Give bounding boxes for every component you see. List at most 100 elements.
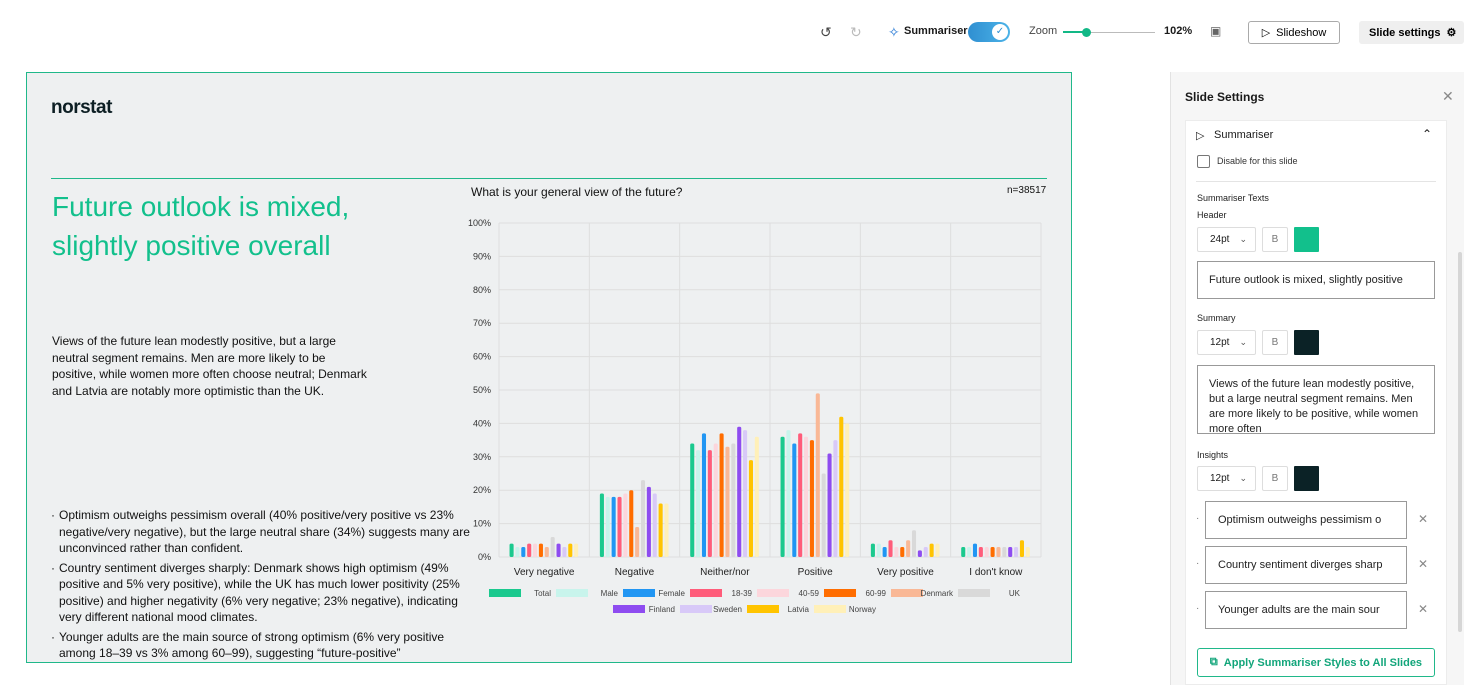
redo-icon[interactable]: ↻ [850, 24, 862, 40]
bar [809, 440, 814, 557]
bar [754, 436, 759, 557]
slide-headline: Future outlook is mixed, slightly positi… [52, 191, 350, 261]
chart-sample-size: n=38517 [1007, 185, 1047, 196]
chevron-down-icon: ⌄ [1239, 234, 1247, 244]
y-tick-label: 60% [473, 352, 491, 362]
bar [544, 546, 549, 557]
apply-styles-button[interactable]: ⧉ Apply Summariser Styles to All Slides [1197, 648, 1435, 677]
slide-settings-panel: Slide Settings ✕ ▷ Summariser ⌃ Disable … [1170, 72, 1464, 685]
bar [984, 546, 989, 557]
close-icon[interactable]: ✕ [1442, 88, 1454, 104]
bar [533, 543, 538, 557]
insight-input[interactable]: Younger adults are the main sour [1205, 591, 1407, 629]
slideshow-label: Slideshow [1276, 26, 1327, 39]
drag-handle-icon[interactable]: · [1196, 603, 1200, 614]
bar [804, 436, 809, 557]
bar [917, 550, 922, 557]
zoom-slider-fill [1063, 31, 1087, 33]
legend-label: Sweden [713, 605, 742, 614]
summary-size-select[interactable]: 12pt ⌄ [1197, 330, 1256, 355]
summary-bold-button[interactable]: B [1262, 330, 1288, 355]
insight-input[interactable]: Optimism outweighs pessimism o [1205, 501, 1407, 539]
legend-swatch [623, 589, 655, 597]
legend-swatch [690, 589, 722, 597]
bar [1025, 546, 1030, 557]
summariser-section-label[interactable]: Summariser [1214, 129, 1274, 141]
panel-title: Slide Settings [1185, 90, 1265, 104]
bar [599, 493, 604, 557]
insights-label: Insights [1197, 450, 1229, 460]
summariser-toggle[interactable]: ✓ [968, 22, 1010, 42]
summary-size-value: 12pt [1210, 337, 1230, 348]
insights-bold-button[interactable]: B [1262, 466, 1288, 491]
summary-color-swatch[interactable] [1294, 330, 1319, 355]
header-bold-button[interactable]: B [1262, 227, 1288, 252]
bar [967, 546, 972, 557]
bar [1008, 546, 1013, 557]
bar [652, 493, 657, 557]
header-text-input[interactable]: Future outlook is mixed, slightly positi… [1197, 261, 1435, 299]
bar [978, 546, 983, 557]
bar [640, 480, 646, 557]
bar [935, 543, 940, 557]
slideshow-button[interactable]: ▷ Slideshow [1248, 21, 1340, 44]
bar [792, 443, 797, 557]
drag-handle-icon[interactable]: · [1196, 558, 1200, 569]
insights-color-swatch[interactable] [1294, 466, 1319, 491]
header-color-swatch[interactable] [1294, 227, 1319, 252]
close-icon[interactable]: ✕ [1418, 512, 1429, 526]
insights-list: Optimism outweighs pessimism overall (40… [51, 507, 471, 662]
zoom-slider-thumb[interactable] [1082, 28, 1091, 37]
close-icon[interactable]: ✕ [1418, 557, 1429, 571]
disable-checkbox[interactable] [1197, 155, 1210, 168]
bar [635, 526, 640, 557]
bar [870, 543, 875, 557]
legend-swatch [613, 605, 645, 613]
legend-label: 60-99 [866, 589, 887, 598]
bar [629, 490, 634, 557]
x-tick-label: Positive [798, 567, 833, 578]
bar [786, 430, 791, 557]
y-tick-label: 20% [473, 485, 491, 495]
legend-swatch [489, 589, 521, 597]
legend-swatch [814, 605, 846, 613]
drag-handle-icon[interactable]: · [1196, 513, 1200, 524]
bar [876, 543, 881, 557]
summary-textarea[interactable]: Views of the future lean modestly positi… [1197, 365, 1435, 434]
x-tick-label: Very negative [514, 567, 575, 578]
summariser-card: ▷ Summariser ⌃ Disable for this slide Su… [1185, 120, 1447, 685]
y-tick-label: 70% [473, 318, 491, 328]
summariser-label: Summariser [904, 25, 968, 37]
slide-settings-button[interactable]: Slide settings ⚙ [1359, 21, 1464, 44]
bar [515, 546, 520, 557]
legend-label: Female [658, 589, 685, 598]
legend-label: 40-59 [799, 589, 820, 598]
chart-title: What is your general view of the future? [471, 185, 683, 199]
bar [562, 546, 567, 557]
play-icon: ▷ [1261, 27, 1271, 39]
copy-icon: ⧉ [1209, 656, 1218, 668]
bar [737, 426, 742, 557]
y-tick-label: 100% [468, 218, 491, 228]
slide-summary: Views of the future lean modestly positi… [52, 334, 367, 398]
bar [617, 496, 622, 557]
fit-screen-icon[interactable]: ▣ [1210, 24, 1222, 38]
bar [1002, 546, 1007, 557]
bar [556, 543, 561, 557]
header-size-select[interactable]: 24pt ⌄ [1197, 227, 1256, 252]
undo-icon[interactable]: ↺ [820, 24, 832, 40]
summariser-icon: ▷ [1196, 130, 1205, 142]
bar [701, 433, 707, 557]
zoom-label: Zoom [1029, 25, 1058, 37]
bar [713, 443, 718, 557]
insight-input[interactable]: Country sentiment diverges sharp [1205, 546, 1407, 584]
slide-canvas[interactable]: norstat Future outlook is mixed, slightl… [26, 72, 1072, 663]
insights-size-select[interactable]: 12pt ⌄ [1197, 466, 1256, 491]
chevron-up-icon[interactable]: ⌃ [1422, 127, 1433, 141]
bar [900, 546, 905, 557]
panel-scrollbar[interactable] [1458, 252, 1462, 632]
bar [1014, 546, 1019, 557]
bar [725, 446, 730, 557]
zoom-slider-track[interactable] [1063, 32, 1155, 33]
close-icon[interactable]: ✕ [1418, 602, 1429, 616]
